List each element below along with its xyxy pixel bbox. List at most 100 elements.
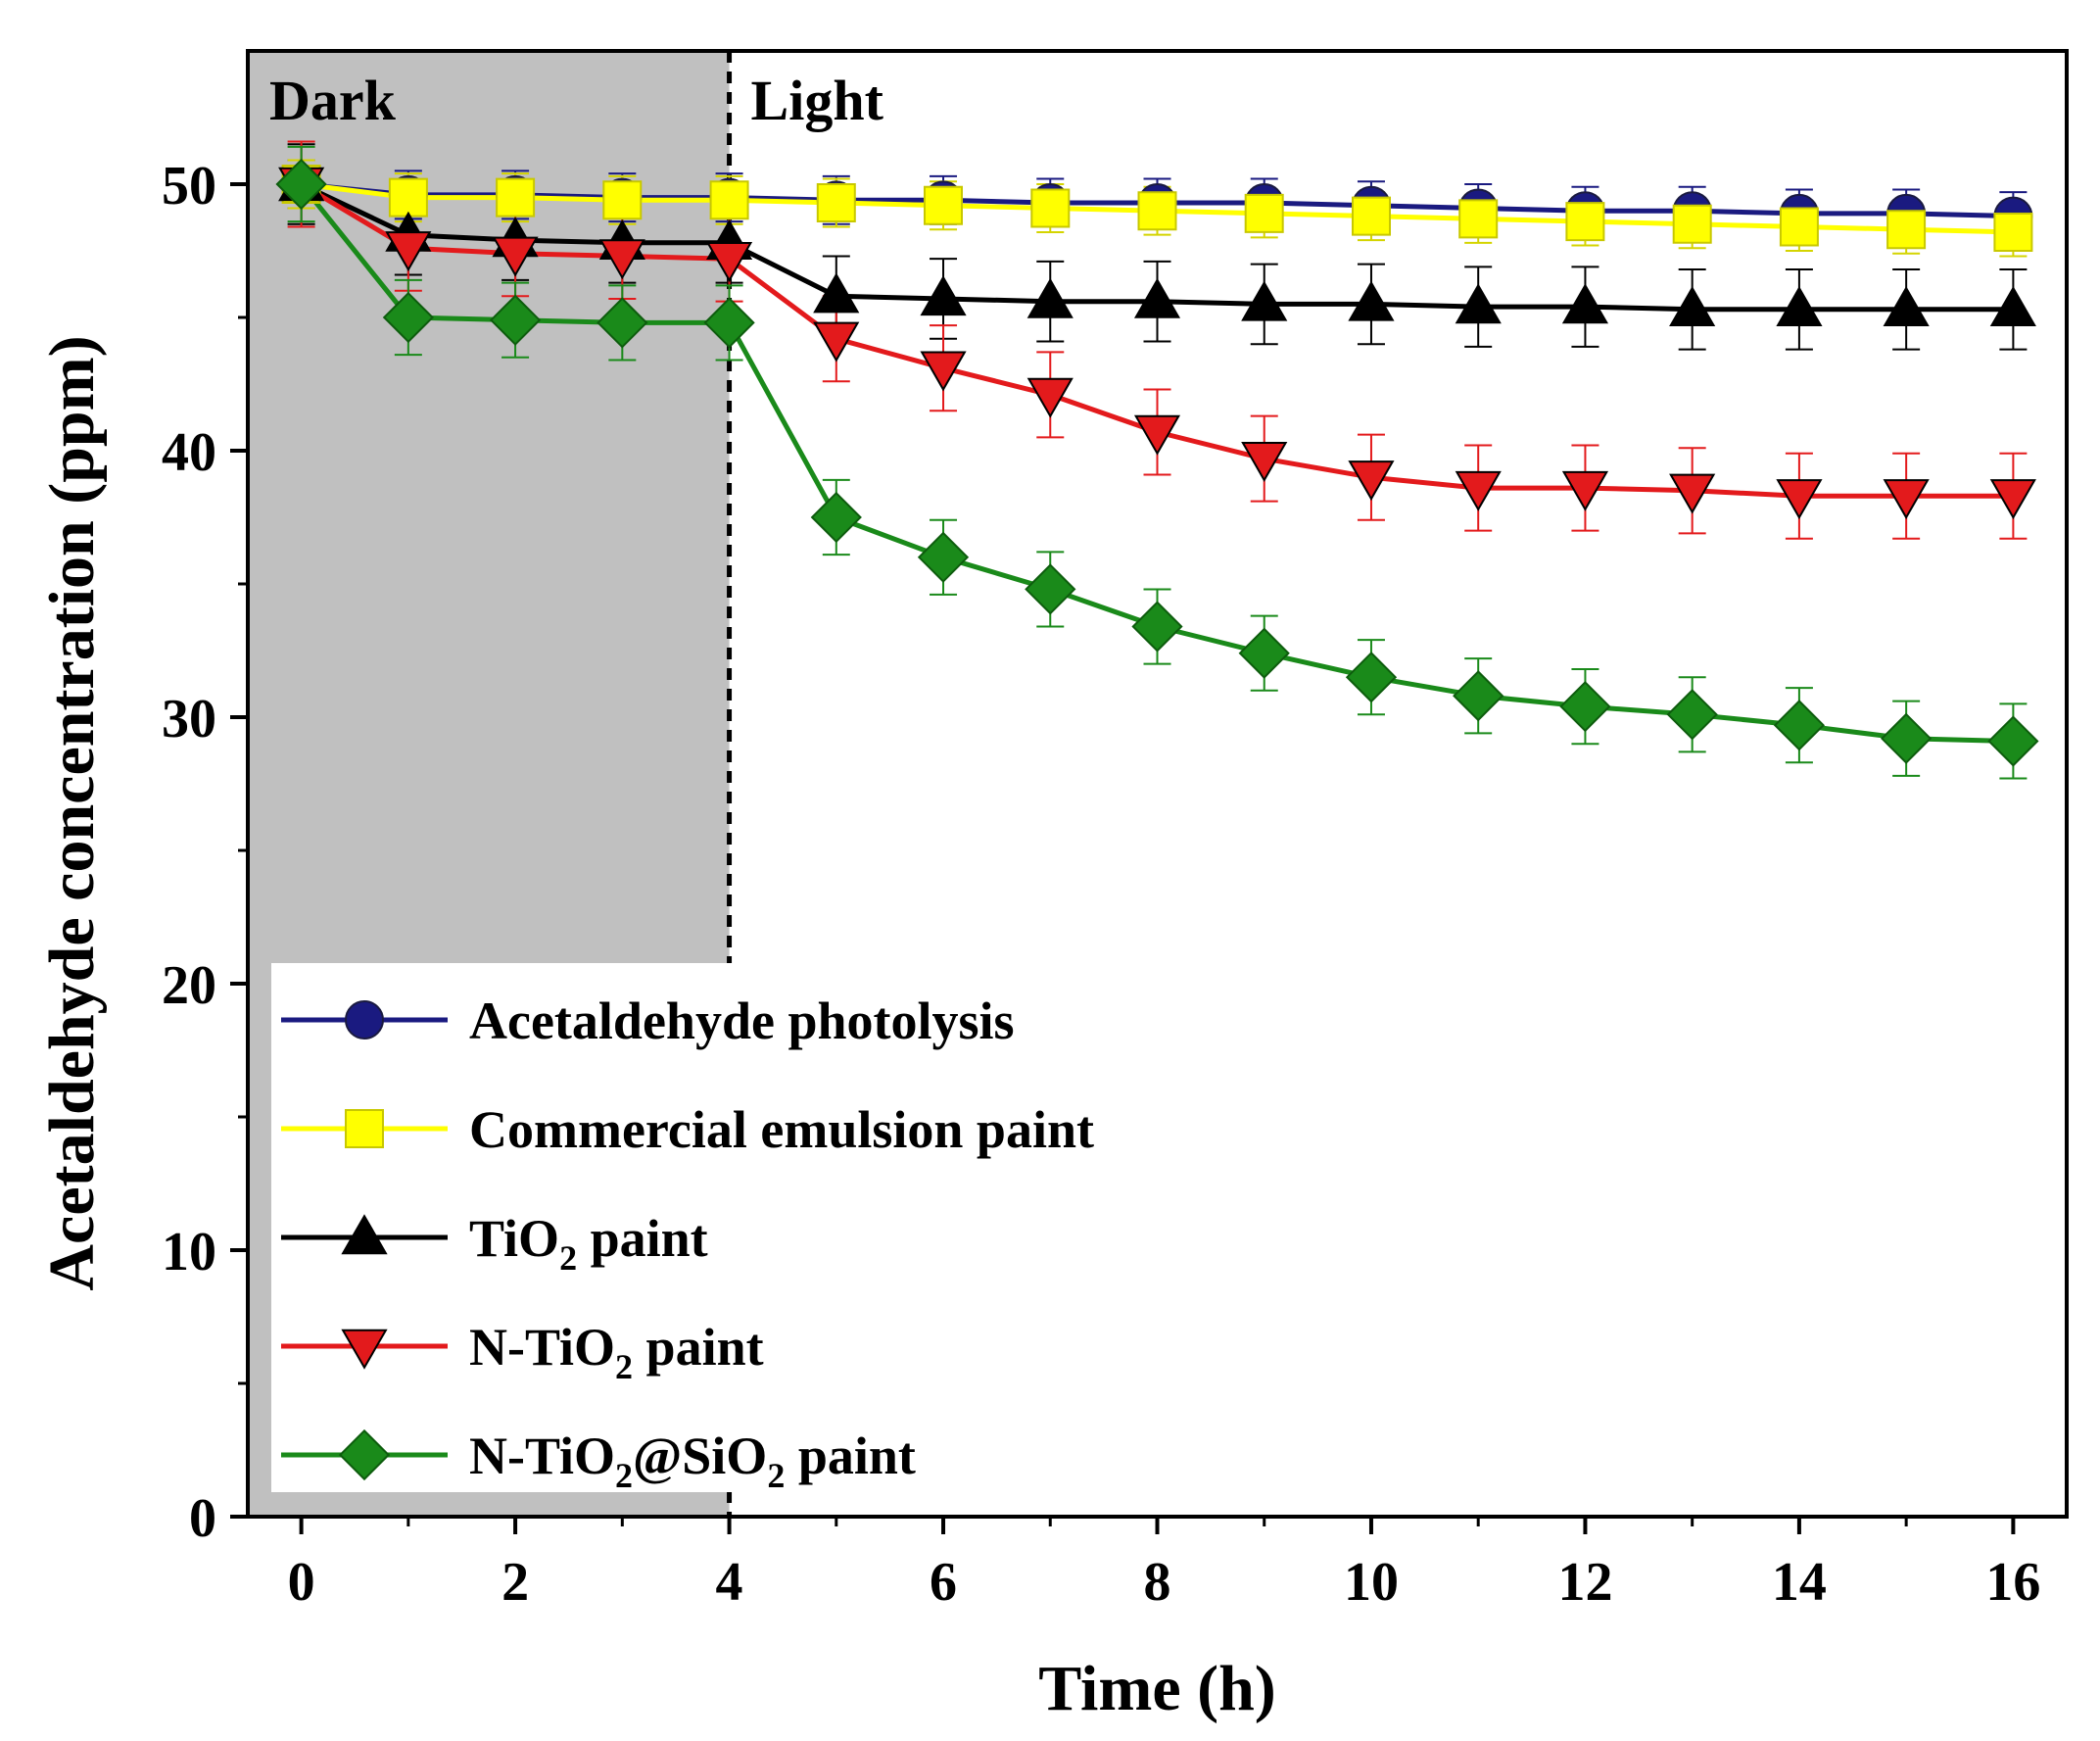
series-3-point (598, 239, 645, 280)
series-2-point (1348, 280, 1395, 321)
series-2-point (813, 272, 860, 314)
x-tick-label: 6 (930, 1552, 957, 1613)
series-1-point (1352, 196, 1391, 236)
series-2-point (1241, 280, 1288, 321)
series-2-point (1883, 285, 1930, 326)
series-2-point (1776, 285, 1823, 326)
series-4-point (597, 297, 648, 349)
series-1-point (496, 177, 536, 218)
series-4-point (275, 158, 327, 211)
series-3-point (1348, 460, 1395, 502)
legend-swatch-marker-0 (345, 1000, 384, 1040)
legend-label-1: Commercial emulsion paint (469, 1100, 1094, 1159)
series-1-point (924, 185, 963, 225)
series-3-point (492, 236, 539, 277)
series-1-point (1137, 191, 1177, 231)
legend-label-3: N-TiO2 paint (469, 1318, 764, 1386)
x-tick-label: 16 (1985, 1552, 2040, 1613)
legend-label-part: Acetaldehyde photolysis (469, 991, 1015, 1050)
legend-label-part: N-TiO (469, 1318, 615, 1377)
x-tick-label: 4 (716, 1552, 743, 1613)
series-3-point (813, 321, 860, 363)
legend-label-part: paint (633, 1318, 764, 1377)
x-tick-label: 12 (1557, 1552, 1612, 1613)
series-4-point (1559, 680, 1611, 733)
series-3-point (1989, 479, 2036, 520)
y-tick-label: 40 (162, 422, 216, 483)
x-tick-label: 8 (1144, 1552, 1171, 1613)
series-4-point (1345, 652, 1398, 703)
legend-swatch-marker-4 (338, 1428, 391, 1481)
series-4-point (382, 291, 435, 344)
series-2-point (1026, 277, 1074, 318)
series-1-point (1458, 199, 1499, 239)
series-3-point (1455, 470, 1502, 511)
series-3-point (1669, 473, 1716, 514)
series-3-point (385, 231, 432, 272)
x-axis-title: Time (h) (1038, 1653, 1276, 1724)
y-tick-label: 50 (162, 156, 216, 217)
legend-swatch-marker-3 (341, 1329, 388, 1370)
series-markers (275, 158, 2039, 767)
series-1-point (388, 177, 428, 218)
legend: Acetaldehyde photolysis Commercial emulsi… (271, 963, 1221, 1495)
series-4-point (1773, 700, 1826, 751)
series-2-point (1989, 285, 2036, 326)
series-4-point (1025, 563, 1076, 615)
legend-label-part: N-TiO (469, 1427, 615, 1485)
region-label-dark: Dark (269, 69, 397, 132)
series-1-point (1565, 202, 1605, 242)
legend-label-part: 2 (615, 1347, 633, 1386)
y-tick-label: 0 (189, 1488, 216, 1549)
series-4-point (1131, 601, 1183, 653)
legend-swatch-marker-1 (345, 1109, 384, 1148)
legend-label-part: paint (785, 1427, 916, 1485)
series-4-point (703, 297, 755, 349)
series-2-point (1561, 283, 1609, 324)
legend-label-part: paint (577, 1209, 708, 1268)
legend-label-part: 2 (615, 1456, 633, 1495)
legend-label-part: 2 (767, 1456, 785, 1495)
series-4-point (917, 531, 970, 583)
series-3-point (920, 351, 967, 392)
y-tick-label: 20 (162, 955, 216, 1016)
y-tick-label: 30 (162, 689, 216, 750)
legend-label-0: Acetaldehyde photolysis (469, 991, 1015, 1050)
legend-label-part: TiO (469, 1209, 559, 1268)
series-3-point (1561, 470, 1609, 511)
x-tick-label: 14 (1772, 1552, 1827, 1613)
series-2-point (1669, 285, 1716, 326)
legend-label-part: 2 (559, 1238, 577, 1278)
series-1-point (709, 180, 749, 220)
y-tick-label: 10 (162, 1222, 216, 1282)
series-1-point (816, 183, 856, 222)
series-1-point (1244, 193, 1284, 233)
series-1-point (1993, 213, 2033, 252)
x-tick-label: 0 (288, 1552, 315, 1613)
legend-label-part: @SiO (633, 1427, 767, 1485)
series-3-point (1883, 479, 1930, 520)
region-label-light: Light (751, 69, 884, 132)
series-4-point (1238, 627, 1290, 679)
axes: 0 2 4 6 8 10 12 14 16 0 10 20 30 40 50 Time (h) Acetalde… (36, 49, 2069, 1724)
series-3-point (705, 242, 753, 283)
series-3-point (1241, 442, 1288, 483)
series-1-point (1030, 188, 1071, 228)
x-tick-label: 10 (1344, 1552, 1399, 1613)
series-1-point (1779, 207, 1819, 247)
legend-label-part: Commercial emulsion paint (469, 1100, 1094, 1159)
series-1-point (1672, 204, 1712, 244)
series-3-point (1133, 414, 1181, 456)
series-4-point (1453, 670, 1504, 722)
series-2-point (1455, 283, 1502, 324)
series-3-point (1776, 479, 1823, 520)
legend-box (271, 963, 1221, 1492)
series-2-point (1133, 277, 1181, 318)
y-axis-title: Acetaldehyde concentration (ppm) (36, 335, 108, 1290)
x-tick-label: 2 (501, 1552, 529, 1613)
series-4-point (1880, 712, 1933, 764)
series-1-point (602, 180, 643, 220)
legend-label-4: N-TiO2@SiO2 paint (469, 1427, 916, 1495)
